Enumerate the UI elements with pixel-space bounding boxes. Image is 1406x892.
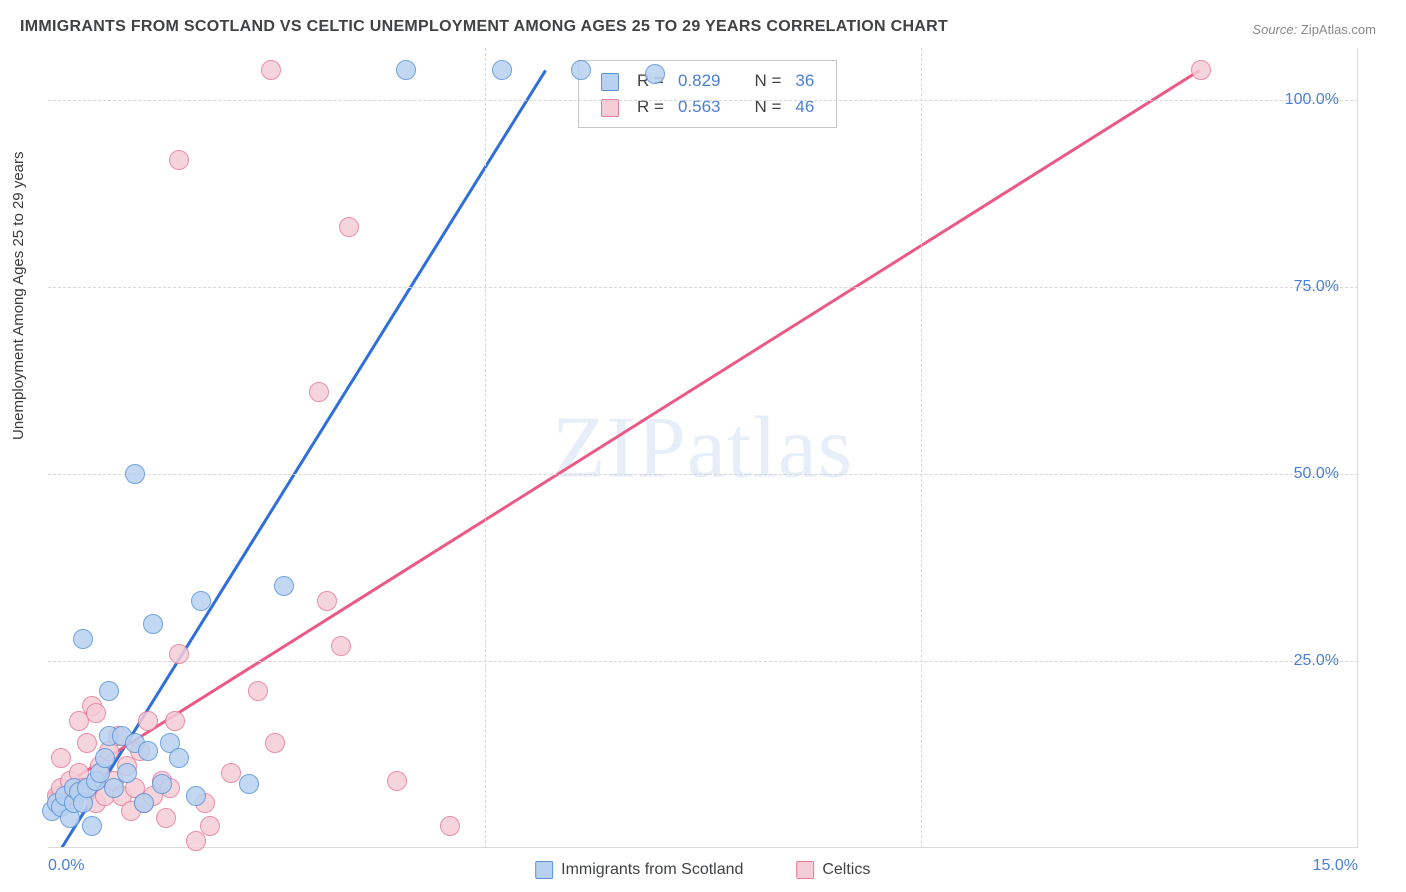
- stat-row-series-1: R = 0.563 N = 46: [595, 95, 820, 119]
- data-point-series-1: [221, 763, 241, 783]
- data-point-series-1: [169, 644, 189, 664]
- n-label: N =: [748, 95, 787, 119]
- source-label: Source:: [1252, 22, 1297, 37]
- data-point-series-0: [82, 816, 102, 836]
- gridline-vertical: [485, 48, 486, 848]
- data-point-series-1: [309, 382, 329, 402]
- series-legend: Immigrants from Scotland Celtics: [511, 861, 895, 879]
- data-point-series-1: [165, 711, 185, 731]
- data-point-series-1: [440, 816, 460, 836]
- data-point-series-1: [317, 591, 337, 611]
- data-point-series-1: [387, 771, 407, 791]
- data-point-series-0: [99, 681, 119, 701]
- data-point-series-1: [265, 733, 285, 753]
- legend-label-1: Celtics: [822, 861, 870, 878]
- r-value-0: 0.829: [672, 69, 727, 93]
- gridline-vertical: [921, 48, 922, 848]
- legend-label-0: Immigrants from Scotland: [561, 861, 743, 878]
- n-label: N =: [748, 69, 787, 93]
- data-point-series-0: [274, 576, 294, 596]
- data-point-series-0: [492, 60, 512, 80]
- chart-title: IMMIGRANTS FROM SCOTLAND VS CELTIC UNEMP…: [20, 18, 948, 36]
- data-point-series-1: [200, 816, 220, 836]
- y-tick-label: 50.0%: [1294, 465, 1339, 483]
- data-point-series-0: [143, 614, 163, 634]
- data-point-series-0: [396, 60, 416, 80]
- data-point-series-1: [331, 636, 351, 656]
- y-axis-label: Unemployment Among Ages 25 to 29 years: [10, 151, 27, 440]
- data-point-series-0: [191, 591, 211, 611]
- data-point-series-1: [156, 808, 176, 828]
- data-point-series-0: [186, 786, 206, 806]
- legend-item-0: Immigrants from Scotland: [535, 861, 748, 878]
- watermark: ZIPatlas: [552, 397, 853, 498]
- data-point-series-0: [95, 748, 115, 768]
- r-value-1: 0.563: [672, 95, 727, 119]
- data-point-series-0: [138, 741, 158, 761]
- data-point-series-1: [261, 60, 281, 80]
- statistics-legend: R = 0.829 N = 36 R = 0.563 N = 46: [578, 60, 837, 128]
- data-point-series-0: [169, 748, 189, 768]
- data-point-series-0: [134, 793, 154, 813]
- data-point-series-1: [77, 733, 97, 753]
- scatter-plot-area: ZIPatlas R = 0.829 N = 36 R = 0.563 N = …: [48, 48, 1358, 848]
- data-point-series-1: [248, 681, 268, 701]
- gridline-horizontal: [48, 287, 1358, 288]
- n-value-1: 46: [789, 95, 820, 119]
- regression-line-1: [48, 70, 1199, 794]
- n-value-0: 36: [789, 69, 820, 93]
- data-point-series-1: [51, 748, 71, 768]
- gridline-horizontal: [48, 100, 1358, 101]
- data-point-series-0: [239, 774, 259, 794]
- data-point-series-1: [86, 703, 106, 723]
- stat-row-series-0: R = 0.829 N = 36: [595, 69, 820, 93]
- data-point-series-0: [125, 464, 145, 484]
- data-point-series-0: [645, 64, 665, 84]
- swatch-series-0: [601, 73, 619, 91]
- swatch-series-1: [796, 861, 814, 879]
- data-point-series-0: [571, 60, 591, 80]
- source-attribution: Source: ZipAtlas.com: [1252, 22, 1376, 37]
- data-point-series-1: [1191, 60, 1211, 80]
- gridline-horizontal: [48, 661, 1358, 662]
- legend-item-1: Celtics: [796, 861, 870, 878]
- x-tick-label: 0.0%: [48, 857, 84, 875]
- data-point-series-0: [152, 774, 172, 794]
- y-tick-label: 75.0%: [1294, 278, 1339, 296]
- regression-lines: [48, 48, 1357, 847]
- y-tick-label: 25.0%: [1294, 652, 1339, 670]
- data-point-series-1: [138, 711, 158, 731]
- gridline-horizontal: [48, 474, 1358, 475]
- r-label: R =: [631, 95, 670, 119]
- swatch-series-0: [535, 861, 553, 879]
- source-value: ZipAtlas.com: [1301, 22, 1376, 37]
- data-point-series-0: [73, 629, 93, 649]
- data-point-series-0: [117, 763, 137, 783]
- data-point-series-1: [339, 217, 359, 237]
- data-point-series-1: [169, 150, 189, 170]
- y-tick-label: 100.0%: [1285, 91, 1339, 109]
- x-tick-label: 15.0%: [1313, 857, 1358, 875]
